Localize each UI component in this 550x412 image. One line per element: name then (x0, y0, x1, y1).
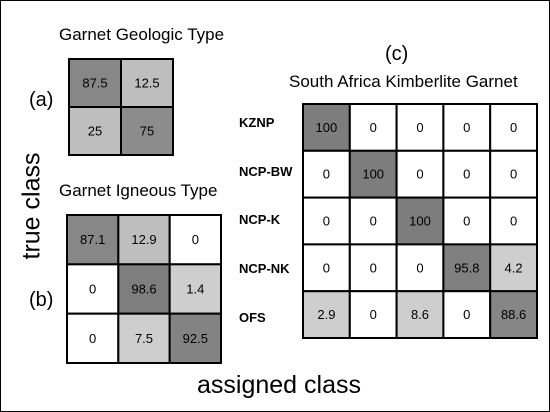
cell-value-2-4-3: 0 (463, 307, 470, 322)
cell-value-2-0-2: 0 (416, 120, 423, 135)
cell-value-1-0-2: 0 (192, 232, 199, 247)
cell-value-2-1-4: 0 (510, 167, 517, 182)
panel-b-matrix: 87.1 12.9 0 0 98.6 1.4 0 7.5 92.5 (66, 214, 222, 364)
cell-value-2-2-2: 100 (409, 214, 431, 229)
cell-value-2-0-0: 100 (316, 120, 338, 135)
matrix-cell-2-0-1 (348, 103, 398, 152)
matrix-frame-2 (302, 103, 538, 339)
panel-a-label: (a) (29, 89, 54, 111)
cell-value-2-4-2: 8.6 (411, 307, 429, 322)
panel-c-title: South Africa Kimberlite Garnet (289, 72, 518, 91)
matrix-cell-2-3-2 (395, 243, 445, 293)
matrix-cell-2-0-3 (442, 103, 492, 152)
cell-value-2-1-0: 0 (323, 167, 330, 182)
cell-value-1-2-2: 92.5 (183, 331, 208, 346)
matrix-cell-1-0-2 (168, 214, 222, 266)
cell-value-1-0-0: 87.1 (80, 232, 105, 247)
cell-value-2-4-4: 88.6 (501, 307, 526, 322)
cell-value-2-3-0: 0 (323, 260, 330, 275)
cell-value-2-4-0: 2.9 (317, 307, 335, 322)
cell-value-2-2-0: 0 (323, 214, 330, 229)
matrix-cell-2-3-4 (489, 243, 538, 293)
cell-value-2-0-3: 0 (463, 120, 470, 135)
cell-value-2-1-2: 0 (416, 167, 423, 182)
row-label-kznp: KZNP (239, 115, 275, 130)
matrix-cell-2-0-4 (489, 103, 538, 152)
matrix-cell-2-1-1 (348, 149, 398, 199)
cell-value-2-1-3: 0 (463, 167, 470, 182)
panel-a-title: Garnet Geologic Type (59, 25, 225, 44)
matrix-cell-1-2-0 (66, 312, 120, 364)
matrix-cell-1-1-1 (117, 263, 171, 315)
cell-value-1-1-0: 0 (89, 282, 96, 297)
cell-value-0-0-1: 12.5 (134, 76, 159, 91)
cell-value-2-0-4: 0 (510, 120, 517, 135)
cell-value-1-1-2: 1.4 (186, 282, 204, 297)
matrix-frame-0 (68, 58, 174, 156)
cell-value-1-2-1: 7.5 (135, 331, 153, 346)
row-label-ncp-nk: NCP-NK (239, 261, 290, 276)
panel-c-matrix: 100 0 0 0 0 0 100 0 0 0 0 0 100 0 0 0 0 0 95.8 4.2 2.9 0 8.6 0 8… (302, 103, 538, 339)
matrix-cell-2-4-1 (348, 290, 398, 339)
cell-value-2-2-3: 0 (463, 214, 470, 229)
matrix-cell-2-2-0 (302, 196, 351, 246)
cell-value-1-0-1: 12.9 (131, 232, 156, 247)
cell-value-2-0-1: 0 (370, 120, 377, 135)
cell-value-2-3-2: 0 (416, 260, 423, 275)
x-axis-title: assigned class (197, 371, 361, 399)
cell-value-2-3-1: 0 (370, 260, 377, 275)
cell-value-2-2-1: 0 (370, 214, 377, 229)
panel-b-label: (b) (29, 289, 54, 311)
cell-value-2-3-3: 95.8 (454, 260, 479, 275)
panel-b-title: Garnet Igneous Type (59, 181, 218, 200)
y-axis-title: true class (17, 152, 46, 260)
cell-value-0-0-0: 87.5 (82, 76, 107, 91)
row-label-ofs: OFS (239, 310, 266, 325)
cell-value-1-1-1: 98.6 (131, 282, 156, 297)
matrix-frame-1 (66, 214, 222, 364)
cell-value-1-2-0: 0 (89, 331, 96, 346)
matrix-cell-2-4-4 (489, 290, 538, 339)
row-label-ncp-k: NCP-K (239, 212, 281, 227)
cell-value-2-3-4: 4.2 (505, 260, 523, 275)
cell-value-2-4-1: 0 (370, 307, 377, 322)
cell-value-2-1-1: 100 (362, 167, 384, 182)
row-label-ncp-bw: NCP-BW (239, 164, 293, 179)
panel-a-matrix: 87.5 12.5 25 75 (68, 58, 174, 156)
cell-value-0-1-0: 25 (88, 124, 102, 139)
cell-value-2-2-4: 0 (510, 214, 517, 229)
matrix-cell-1-0-1 (117, 214, 171, 266)
matrix-cell-1-2-1 (117, 312, 171, 364)
panel-c-label: (c) (385, 43, 409, 65)
cell-value-0-1-1: 75 (140, 124, 154, 139)
